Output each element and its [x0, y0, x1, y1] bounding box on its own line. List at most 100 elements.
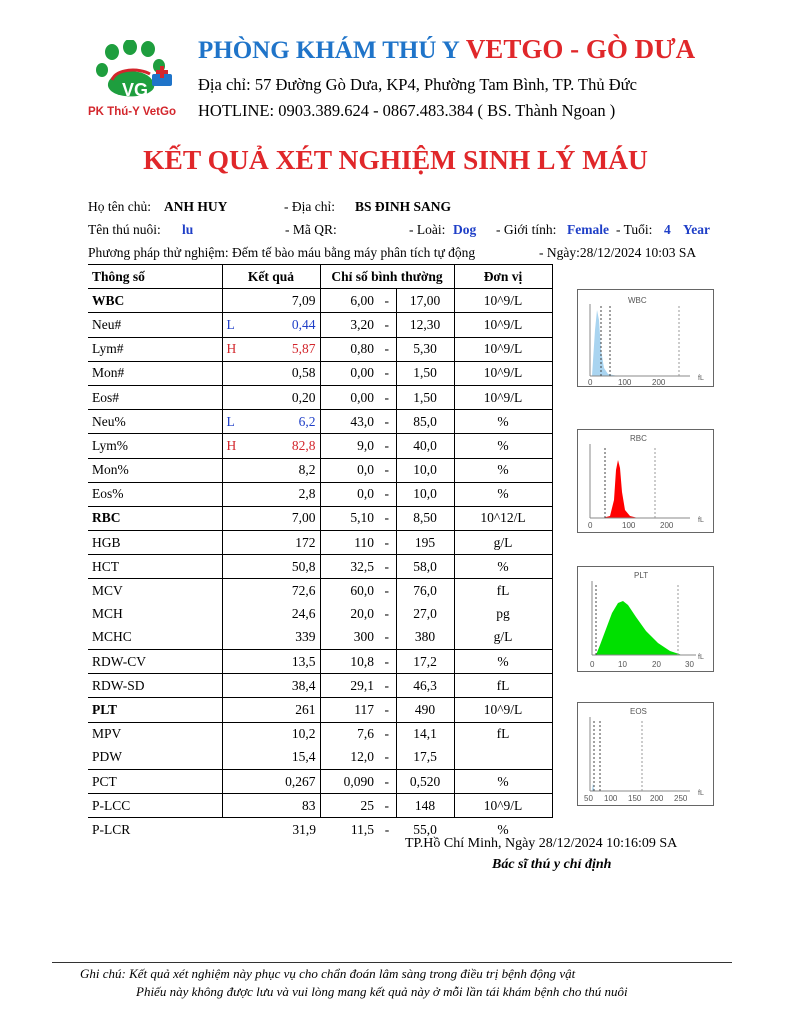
normal-high-cell: 58,0 — [395, 554, 455, 580]
normal-dash-cell: - — [378, 769, 396, 795]
unit-cell: fL — [454, 578, 553, 603]
table-row: Lym# H 5,87 0,80-5,30 10^9/L — [88, 337, 553, 362]
normal-dash-cell: - — [378, 745, 396, 770]
table-row: MCHC 339 300-380 g/L — [88, 625, 553, 650]
unit-cell — [454, 745, 553, 770]
flag-cell: L — [222, 312, 244, 338]
unit-cell: % — [454, 649, 553, 675]
param-name-cell: Lym# — [88, 337, 223, 362]
flag-cell — [222, 793, 244, 819]
rbc-histogram: RBC 0 100 200 fL — [577, 429, 714, 533]
param-name-cell: P-LCR — [92, 821, 131, 837]
qr-label: - Mã QR: — [285, 222, 337, 237]
table-row: PCT 0,267 0,090-0,520% — [88, 769, 553, 795]
normal-dash-cell: - — [378, 649, 396, 675]
result-cell: 72,6 — [244, 578, 321, 603]
normal-dash-cell: - — [378, 458, 396, 483]
normal-low-cell: 0,00 — [320, 361, 378, 386]
flag-cell — [222, 506, 244, 532]
param-name-cell: Mon# — [88, 361, 223, 386]
normal-high-cell: 40,0 — [395, 433, 455, 459]
rbc-hist-title: RBC — [630, 434, 647, 443]
normal-dash-cell: - — [378, 337, 396, 362]
result-cell: 0,44 — [244, 312, 321, 338]
wbc-tick: 0 — [588, 378, 593, 386]
flag-cell — [222, 288, 244, 314]
species-value: Dog — [453, 222, 477, 237]
param-name-cell: Lym% — [88, 433, 223, 459]
unit-cell: % — [497, 821, 509, 837]
clinic-address: Địa chỉ: 57 Đường Gò Dưa, KP4, Phường Ta… — [198, 75, 637, 94]
age-value: 4 — [664, 222, 671, 237]
sex-label: - Giới tính: — [496, 222, 557, 237]
pet-label: Tên thú nuôi: — [88, 222, 161, 237]
normal-low-cell: 25 — [320, 793, 378, 819]
wbc-tick: 100 — [618, 378, 632, 386]
flag-cell — [222, 579, 244, 603]
flag-cell — [222, 554, 244, 580]
normal-dash-cell: - — [378, 312, 396, 338]
normal-low-cell: 0,090 — [320, 769, 378, 795]
result-cell: 38,4 — [244, 673, 321, 699]
result-cell: 83 — [244, 793, 321, 819]
unit-cell: % — [454, 409, 553, 435]
flag-cell — [222, 722, 244, 746]
normal-high-cell: 380 — [395, 625, 455, 650]
normal-low-cell: 117 — [320, 697, 378, 723]
table-row: RBC 7,00 5,10-8,50 10^12/L — [88, 506, 553, 532]
wbc-tick: 200 — [652, 378, 666, 386]
flag-cell: H — [222, 433, 244, 459]
result-cell: 24,6 — [244, 602, 321, 626]
plt-tick: 10 — [618, 660, 627, 669]
param-name-cell: PCT — [88, 769, 223, 795]
eos-tick: 250 — [674, 794, 688, 803]
normal-dash-cell: - — [384, 726, 390, 742]
sign-title: Bác sĩ thú y chỉ định — [492, 857, 612, 872]
flag-cell — [222, 603, 244, 626]
unit-cell: g/L — [454, 530, 553, 556]
eos-histogram: EOS 50 100 150 200 250 fL — [577, 702, 714, 806]
result-cell: 8,2 — [244, 458, 321, 483]
eos-unit: fL — [698, 790, 704, 797]
normal-low-cell: 0,00 — [320, 385, 378, 411]
result-cell: 5,87 — [244, 337, 321, 362]
table-row: MPV 10,2 7,6-14,1 fL — [88, 722, 553, 746]
normal-high-cell: 76,0 — [395, 578, 455, 603]
table-row: MCH 24,6 20,0-27,0 pg — [88, 602, 553, 626]
eos-tick: 50 — [584, 794, 593, 803]
normal-high-cell: 17,2 — [395, 649, 455, 675]
unit-cell: 10^9/L — [454, 385, 553, 411]
test-method: Phương pháp thử nghiệm: Đếm tế bào máu b… — [88, 245, 476, 260]
header-unit: Đơn vị — [454, 263, 553, 290]
normal-low-cell: 5,10 — [320, 506, 378, 532]
param-name-cell: RDW-CV — [88, 649, 223, 675]
flag-cell — [222, 649, 244, 675]
unit-cell: 10^9/L — [454, 337, 553, 362]
table-row: Neu% L 6,2 43,0-85,0% — [88, 409, 553, 435]
normal-dash-cell: - — [378, 506, 396, 532]
table-row: PLT 261 117-490 10^9/L — [88, 697, 553, 723]
rbc-tick: 0 — [588, 521, 593, 530]
table-row: RDW-SD 38,4 29,1-46,3 fL — [88, 673, 553, 699]
normal-low-cell: 0,0 — [320, 458, 378, 483]
normal-high-cell: 5,30 — [395, 337, 455, 362]
eos-curve — [590, 783, 594, 791]
normal-high-cell: 10,0 — [395, 458, 455, 483]
result-cell: 0,267 — [244, 769, 321, 795]
clinic-logo: VG — [96, 40, 172, 100]
footer-divider — [52, 962, 732, 963]
clinic-name-part-2: VETGO - GÒ DƯA — [465, 34, 696, 64]
normal-high-cell: 8,50 — [395, 506, 455, 532]
owner-address: BS ĐINH SANG — [355, 199, 452, 214]
plt-unit: fL — [698, 654, 704, 661]
wbc-histogram: WBC 0 100 200 fL — [577, 289, 714, 387]
sex-value: Female — [567, 222, 609, 237]
normal-high-cell: 27,0 — [395, 602, 455, 626]
normal-low-cell: 0,0 — [320, 482, 378, 507]
results-body: WBC 7,09 6,00-17,00 10^9/L Neu# L 0,44 3,20-12,… — [88, 288, 553, 842]
flag-cell — [222, 697, 244, 723]
normal-low-cell: 12,0 — [320, 745, 378, 770]
flag-cell — [222, 745, 244, 770]
normal-low-cell: 7,6 — [357, 726, 374, 742]
plt-histogram: PLT 0 10 20 30 fL — [577, 566, 714, 672]
